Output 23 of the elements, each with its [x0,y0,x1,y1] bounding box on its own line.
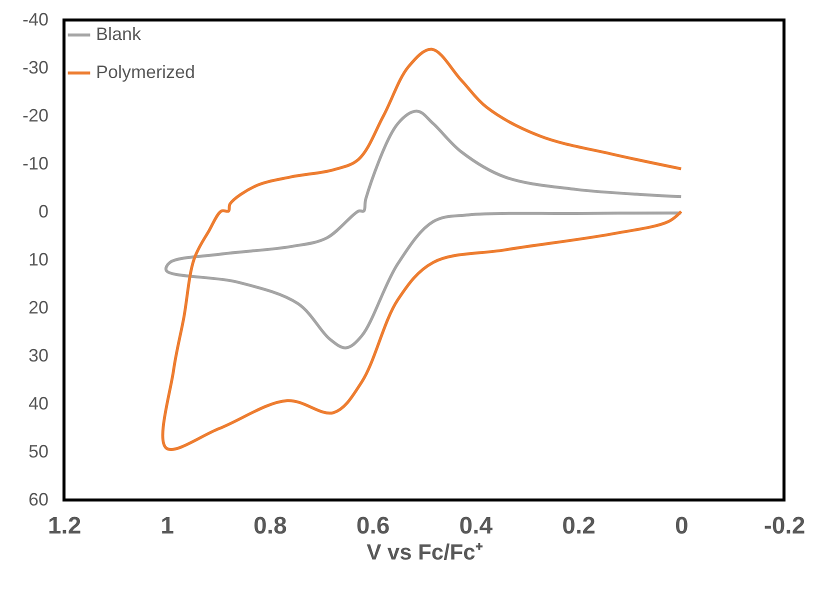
x-tick-label: 0.4 [459,512,494,540]
y-tick-label: 40 [28,394,48,414]
y-tick-label: 0 [38,202,48,222]
y-tick-label: -20 [22,106,48,126]
y-tick-label: -10 [22,154,48,174]
y-tick-label: -30 [22,58,48,78]
x-tick-label: 1.2 [48,512,82,540]
y-tick-label: 30 [28,346,48,366]
y-tick-label: 50 [28,442,48,462]
y-tick-label: 60 [28,490,48,510]
y-tick-label: -40 [22,10,48,30]
x-tick-label: 1 [160,512,174,540]
y-tick-label: 20 [28,298,48,318]
x-tick-label: 0.2 [562,512,596,540]
legend-label: Polymerized [96,62,196,82]
y-tick-label: 10 [28,250,48,270]
x-axis-title: V vs Fc/Fc⁺ [366,540,484,564]
x-tick-label: -0.2 [764,512,806,540]
x-tick-label: 0.8 [254,512,287,540]
x-tick-label: 0.6 [356,512,390,540]
legend-label: Blank [96,24,142,44]
x-tick-label: 0 [674,512,688,540]
line-series [164,110,683,350]
